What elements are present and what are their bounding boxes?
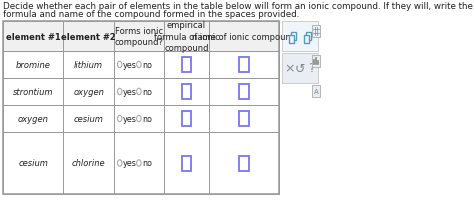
Text: no: no: [142, 61, 152, 70]
Bar: [239, 85, 249, 99]
Bar: [289, 36, 294, 44]
Text: ↺: ↺: [295, 62, 306, 75]
Bar: [3, 52, 279, 79]
Bar: [312, 26, 320, 38]
Circle shape: [118, 116, 122, 122]
Text: no: no: [142, 159, 152, 168]
Circle shape: [118, 62, 122, 68]
Text: A: A: [314, 89, 319, 95]
Text: ×: ×: [284, 62, 294, 75]
Text: formula and name of the compound formed in the spaces provided.: formula and name of the compound formed …: [3, 10, 300, 19]
Text: yes: yes: [123, 115, 137, 123]
Bar: [312, 56, 320, 68]
Text: chlorine: chlorine: [72, 159, 105, 168]
Bar: [182, 111, 191, 126]
Text: Forms ionic
compound?: Forms ionic compound?: [115, 27, 164, 47]
Bar: [291, 33, 296, 41]
Text: element #1: element #1: [6, 32, 61, 41]
Bar: [3, 22, 279, 194]
Circle shape: [137, 160, 141, 166]
Bar: [182, 85, 191, 99]
Bar: [3, 132, 279, 194]
Text: name of ionic compound: name of ionic compound: [191, 32, 296, 41]
Text: Decide whether each pair of elements in the table below will form an ionic compo: Decide whether each pair of elements in …: [3, 2, 474, 11]
Text: empirical
formula of ionic
compound: empirical formula of ionic compound: [154, 21, 219, 52]
Text: cesium: cesium: [73, 115, 103, 123]
Bar: [182, 156, 191, 171]
Text: yes: yes: [123, 159, 137, 168]
Bar: [3, 105, 279, 132]
Circle shape: [118, 160, 122, 166]
Bar: [312, 85, 320, 97]
Text: yes: yes: [123, 61, 137, 70]
Text: element #2: element #2: [61, 32, 116, 41]
Bar: [3, 22, 279, 52]
Text: no: no: [142, 88, 152, 97]
Bar: [239, 58, 249, 73]
Text: no: no: [142, 115, 152, 123]
Circle shape: [137, 62, 141, 68]
Bar: [283, 22, 318, 52]
Text: strontium: strontium: [13, 88, 54, 97]
Bar: [182, 58, 191, 73]
Bar: [304, 36, 309, 44]
Text: oxygen: oxygen: [73, 88, 104, 97]
Text: bromine: bromine: [16, 61, 51, 70]
Circle shape: [137, 116, 141, 122]
Bar: [283, 54, 318, 84]
Text: cesium: cesium: [18, 159, 48, 168]
Bar: [239, 111, 249, 126]
Circle shape: [137, 89, 141, 95]
Bar: [306, 33, 311, 41]
Circle shape: [118, 89, 122, 95]
Bar: [3, 79, 279, 105]
Text: yes: yes: [123, 88, 137, 97]
Bar: [239, 156, 249, 171]
Text: lithium: lithium: [74, 61, 103, 70]
Text: oxygen: oxygen: [18, 115, 49, 123]
Text: ?: ?: [308, 62, 315, 75]
